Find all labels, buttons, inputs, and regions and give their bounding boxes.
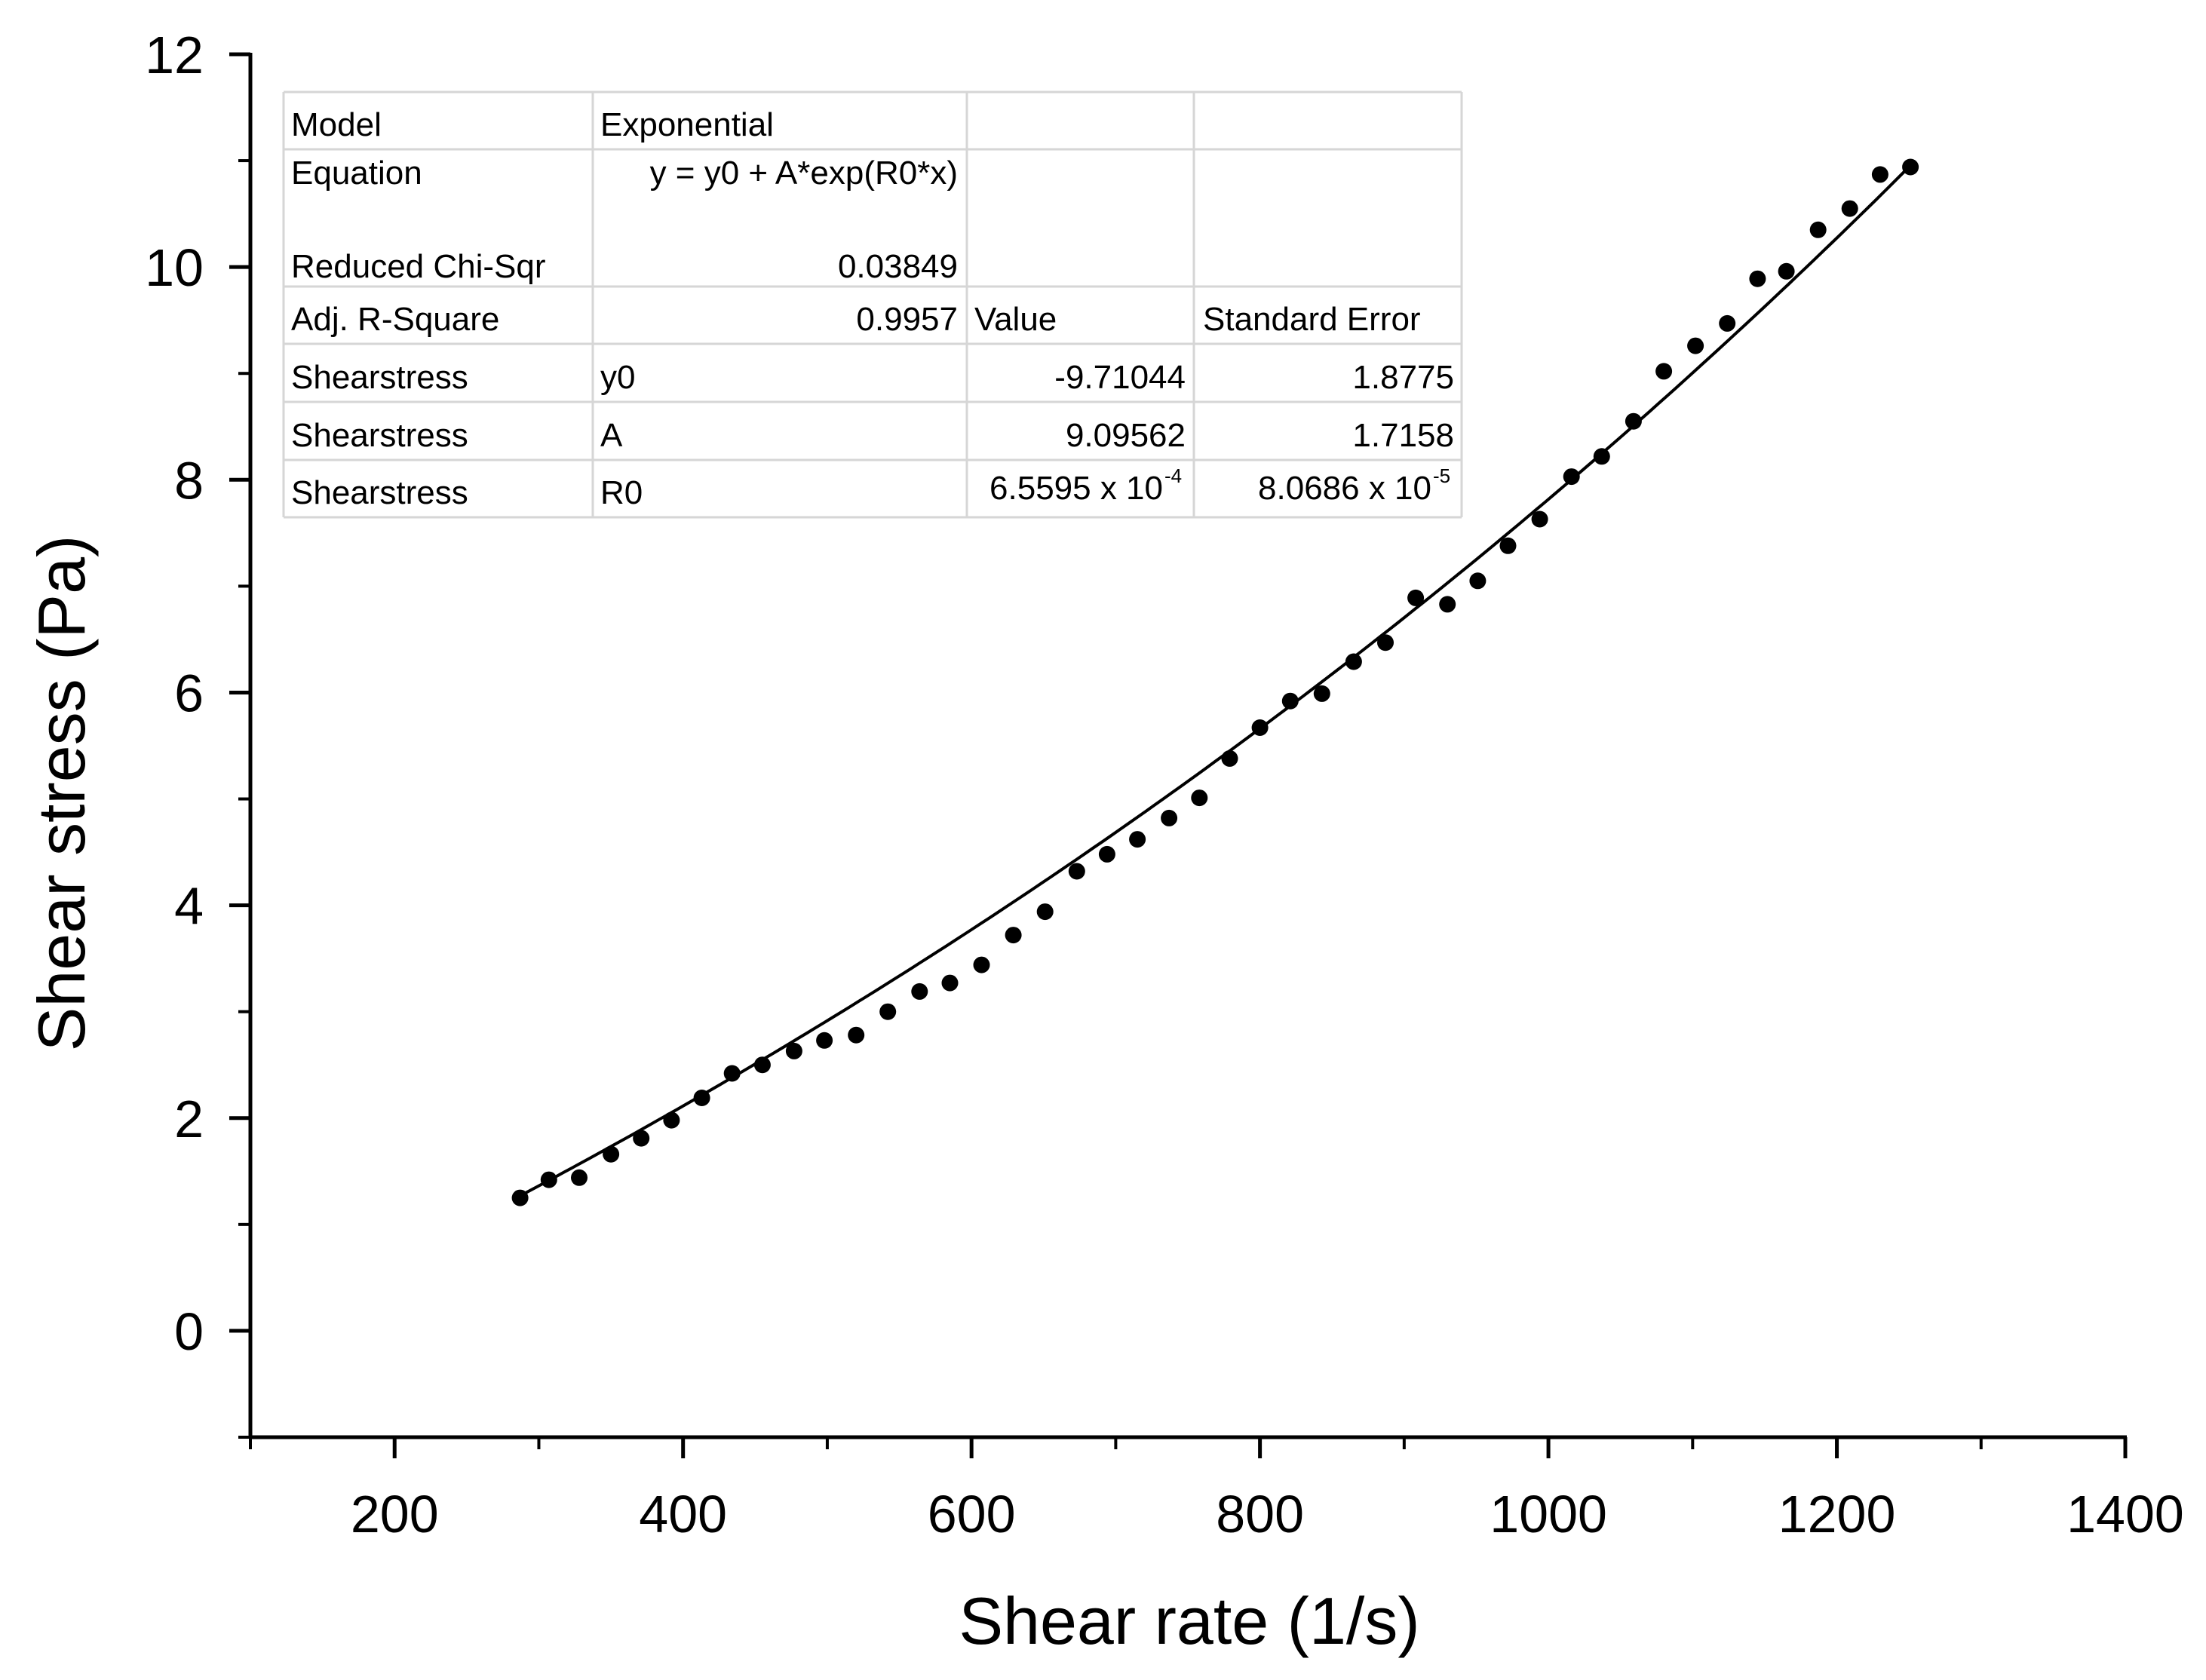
data-point bbox=[1281, 692, 1299, 710]
data-point bbox=[1902, 158, 1919, 176]
y-tick-label: 12 bbox=[145, 26, 204, 84]
fit-table: Model Exponential Equation y = y0 + A*ex… bbox=[282, 90, 1463, 519]
data-point bbox=[816, 1032, 833, 1049]
data-point bbox=[785, 1042, 802, 1059]
x-tick-label: 400 bbox=[639, 1485, 727, 1544]
y-tick-label: 6 bbox=[174, 664, 204, 722]
data-point bbox=[1469, 572, 1487, 590]
x-tick-label: 600 bbox=[928, 1485, 1016, 1544]
data-point bbox=[1377, 634, 1394, 651]
data-point bbox=[911, 983, 928, 1000]
table-cell-y0-value: -9.71044 bbox=[1054, 359, 1186, 396]
y-tick-label: 10 bbox=[145, 238, 204, 297]
data-point bbox=[1778, 262, 1795, 280]
data-point bbox=[1809, 221, 1827, 238]
data-point bbox=[1655, 363, 1673, 380]
table-cell-r0-error-exponent: -5 bbox=[1433, 464, 1450, 487]
axes bbox=[248, 53, 2127, 1439]
data-point bbox=[1098, 845, 1115, 863]
data-point bbox=[571, 1169, 588, 1186]
x-axis-title: Shear rate (1/s) bbox=[959, 1583, 1419, 1658]
table-cell-r0-param: R0 bbox=[600, 474, 643, 511]
data-point bbox=[1407, 589, 1425, 606]
data-point bbox=[973, 956, 990, 973]
table-header-standard-error: Standard Error bbox=[1203, 301, 1421, 338]
ticks bbox=[229, 52, 2128, 1458]
x-tick-label: 800 bbox=[1216, 1485, 1304, 1544]
data-point bbox=[1719, 314, 1736, 332]
table-cell-chisqr-value: 0.03849 bbox=[838, 248, 958, 285]
table-cell-model-value: Exponential bbox=[600, 106, 774, 143]
data-point bbox=[1005, 927, 1022, 944]
data-point bbox=[603, 1145, 620, 1163]
data-point bbox=[1345, 653, 1362, 670]
data-point bbox=[1687, 337, 1704, 354]
data-point bbox=[1563, 468, 1580, 486]
data-point bbox=[1191, 789, 1208, 807]
table-cell-r0-value-exponent: -4 bbox=[1164, 464, 1182, 487]
data-point bbox=[1499, 537, 1517, 554]
data-point bbox=[1129, 831, 1146, 848]
data-point bbox=[1068, 863, 1085, 880]
y-tick-label: 0 bbox=[174, 1302, 204, 1361]
tick-labels: 200 400 600 800 1000 1200 1400 0 2 4 6 8 10 12 bbox=[145, 26, 2184, 1544]
table-cell-a-name: Shearstress bbox=[291, 417, 468, 454]
table-cell-a-error: 1.7158 bbox=[1352, 417, 1454, 454]
data-points bbox=[511, 158, 1919, 1206]
data-point bbox=[1251, 719, 1269, 736]
table-cell-r0-error: 8.0686 x 10 bbox=[1258, 470, 1431, 507]
data-point bbox=[1531, 510, 1548, 528]
data-point bbox=[1313, 685, 1330, 702]
data-point bbox=[1221, 750, 1238, 767]
table-cell-a-value: 9.09562 bbox=[1066, 417, 1186, 454]
data-point bbox=[540, 1171, 557, 1188]
data-point bbox=[1036, 903, 1054, 921]
table-cell-chisqr-label: Reduced Chi-Sqr bbox=[291, 248, 546, 285]
table-cell-adjr2-value: 0.9957 bbox=[856, 301, 958, 338]
data-point bbox=[663, 1111, 680, 1129]
y-tick-label: 8 bbox=[174, 451, 204, 510]
table-cell-equation-value: y = y0 + A*exp(R0*x) bbox=[650, 155, 958, 192]
fit-curve bbox=[519, 164, 1912, 1197]
data-point bbox=[848, 1026, 865, 1044]
data-point bbox=[693, 1090, 710, 1106]
data-point bbox=[753, 1056, 771, 1074]
y-tick-label: 4 bbox=[174, 877, 204, 936]
table-cell-y0-param: y0 bbox=[600, 359, 635, 396]
table-cell-a-param: A bbox=[600, 417, 623, 454]
table-cell-model-label: Model bbox=[291, 106, 382, 143]
table-cell-y0-name: Shearstress bbox=[291, 359, 468, 396]
table-grid bbox=[282, 90, 1463, 519]
data-point bbox=[1439, 596, 1456, 613]
table-cell-r0-value: 6.5595 x 10 bbox=[989, 470, 1163, 507]
x-tick-label: 200 bbox=[351, 1485, 439, 1544]
y-tick-label: 2 bbox=[174, 1090, 204, 1148]
data-point bbox=[511, 1189, 529, 1206]
data-point bbox=[879, 1003, 897, 1020]
x-tick-label: 1000 bbox=[1490, 1485, 1607, 1544]
y-axis-title: Shear stress (Pa) bbox=[24, 535, 99, 1052]
x-tick-label: 1400 bbox=[2066, 1485, 2184, 1544]
data-point bbox=[723, 1065, 741, 1082]
data-point bbox=[1161, 809, 1178, 826]
table-cell-adjr2-label: Adj. R-Square bbox=[291, 301, 499, 338]
data-point bbox=[633, 1130, 650, 1147]
data-point bbox=[941, 974, 959, 992]
table-cell-y0-error: 1.8775 bbox=[1352, 359, 1454, 396]
data-point bbox=[1841, 200, 1858, 217]
data-point bbox=[1625, 412, 1642, 430]
table-cell-r0-name: Shearstress bbox=[291, 474, 468, 511]
table-header-value: Value bbox=[974, 301, 1057, 338]
data-point bbox=[1871, 166, 1888, 183]
data-point bbox=[1749, 270, 1766, 287]
x-tick-label: 1200 bbox=[1778, 1485, 1896, 1544]
data-point bbox=[1593, 448, 1610, 465]
table-cell-equation-label: Equation bbox=[291, 155, 422, 192]
